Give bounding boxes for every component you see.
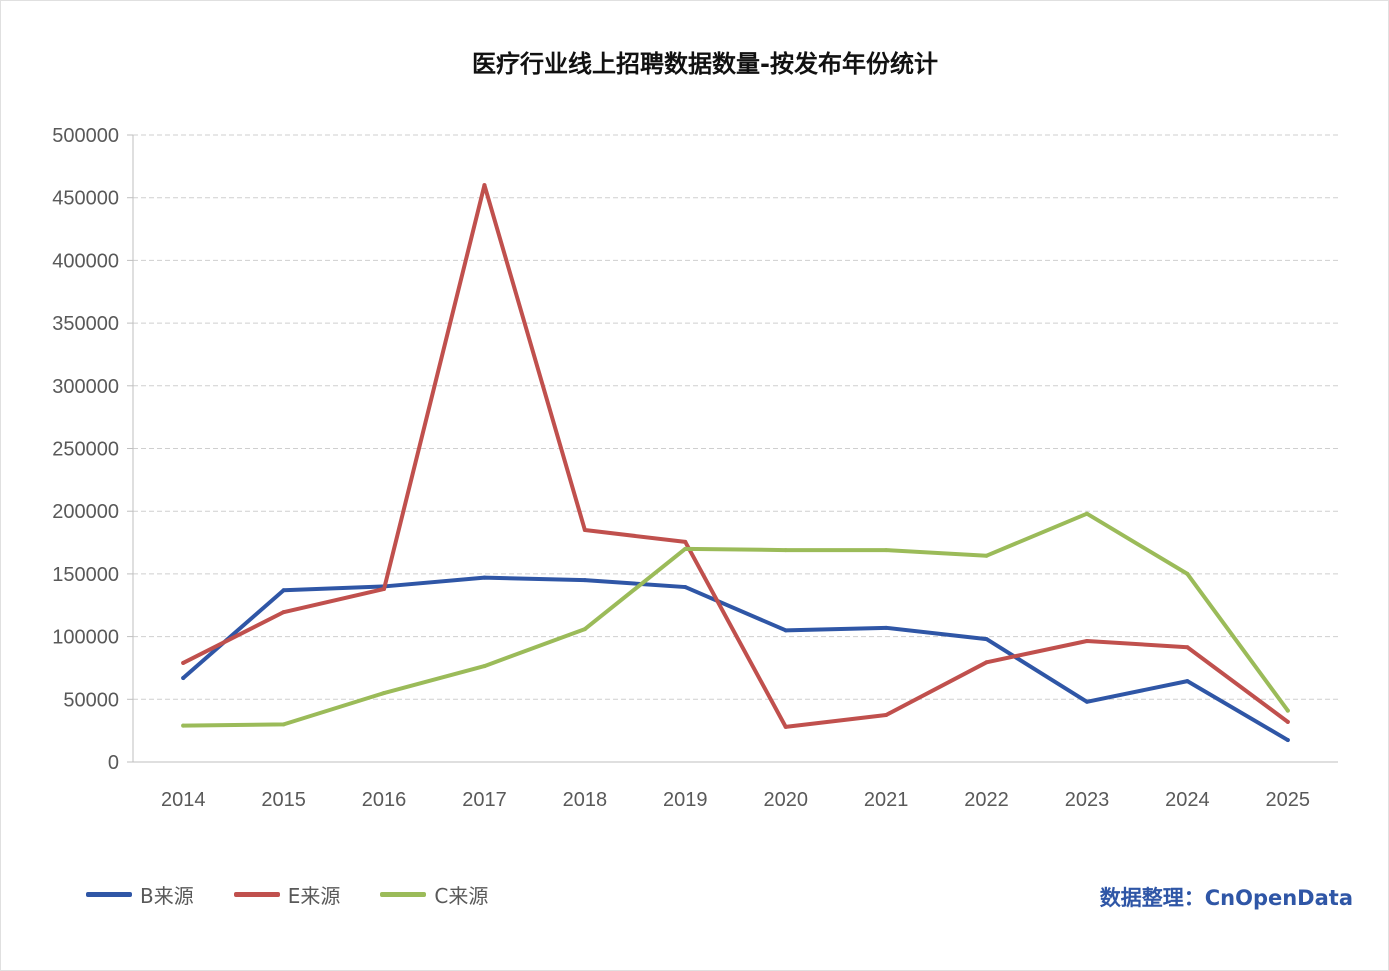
data-point [783, 548, 788, 553]
data-point [1185, 679, 1190, 684]
series-line-2 [181, 511, 1290, 728]
data-point [582, 627, 587, 632]
y-tick-label: 450000 [52, 188, 119, 210]
data-point [984, 637, 989, 642]
data-point [382, 586, 387, 591]
data-point [783, 628, 788, 633]
y-tick-label: 500000 [52, 125, 119, 147]
data-point [582, 578, 587, 583]
x-tick-label: 2023 [1065, 789, 1110, 811]
data-point [181, 675, 186, 680]
data-point [1285, 719, 1290, 724]
data-point [984, 660, 989, 665]
data-point [482, 664, 487, 669]
data-point [1084, 511, 1089, 516]
legend-item: C来源 [380, 880, 488, 909]
data-point [1084, 638, 1089, 643]
legend-label: C来源 [434, 884, 489, 908]
x-tick-label: 2014 [161, 789, 206, 811]
data-point [884, 548, 889, 553]
chart-title: 医疗行业线上招聘数据数量-按发布年份统计 [472, 50, 938, 78]
y-tick-label: 250000 [52, 439, 119, 461]
legend-label: E来源 [287, 884, 341, 908]
y-tick-label: 150000 [52, 564, 119, 586]
x-tick-label: 2016 [362, 789, 407, 811]
y-tick-label: 100000 [52, 627, 119, 649]
data-point [783, 724, 788, 729]
x-tick-label: 2019 [663, 789, 708, 811]
legend: B来源 E来源 C来源 [86, 880, 488, 909]
data-point [1285, 708, 1290, 713]
data-point [683, 539, 688, 544]
x-tick-label: 2020 [763, 789, 808, 811]
x-tick-label: 2021 [864, 789, 909, 811]
data-point [482, 183, 487, 188]
y-tick-label: 0 [108, 752, 119, 774]
data-point [482, 575, 487, 580]
y-tick-label: 200000 [52, 501, 119, 523]
data-point [181, 660, 186, 665]
data-point [1185, 645, 1190, 650]
x-tick-label: 2024 [1165, 789, 1210, 811]
legend-swatch [380, 892, 427, 897]
credit-text: 数据整理：CnOpenData [1099, 886, 1353, 910]
data-point [281, 588, 286, 593]
data-point [281, 610, 286, 615]
legend-swatch [233, 892, 280, 897]
y-tick-label: 300000 [52, 376, 119, 398]
legend-item: E来源 [233, 880, 341, 909]
data-point [884, 712, 889, 717]
data-point [683, 546, 688, 551]
legend-swatch [86, 892, 132, 897]
y-tick-label: 350000 [52, 313, 119, 335]
data-point [582, 528, 587, 533]
series-line-0 [181, 575, 1290, 743]
data-point [984, 553, 989, 558]
legend-item: B来源 [86, 880, 194, 909]
x-tick-label: 2017 [462, 789, 507, 811]
x-tick-label: 2015 [261, 789, 306, 811]
legend-label: B来源 [140, 884, 194, 908]
y-tick-label: 50000 [63, 689, 119, 711]
x-tick-label: 2022 [964, 789, 1009, 811]
x-tick-label: 2018 [563, 789, 608, 811]
data-point [181, 723, 186, 728]
data-point [281, 722, 286, 727]
data-point [1185, 571, 1190, 576]
data-point [683, 585, 688, 590]
series-line-1 [181, 183, 1290, 729]
data-point [884, 625, 889, 630]
x-tick-label: 2025 [1266, 789, 1311, 811]
data-point [382, 691, 387, 696]
data-point [1084, 699, 1089, 704]
y-tick-label: 400000 [52, 250, 119, 272]
data-point [1285, 738, 1290, 743]
